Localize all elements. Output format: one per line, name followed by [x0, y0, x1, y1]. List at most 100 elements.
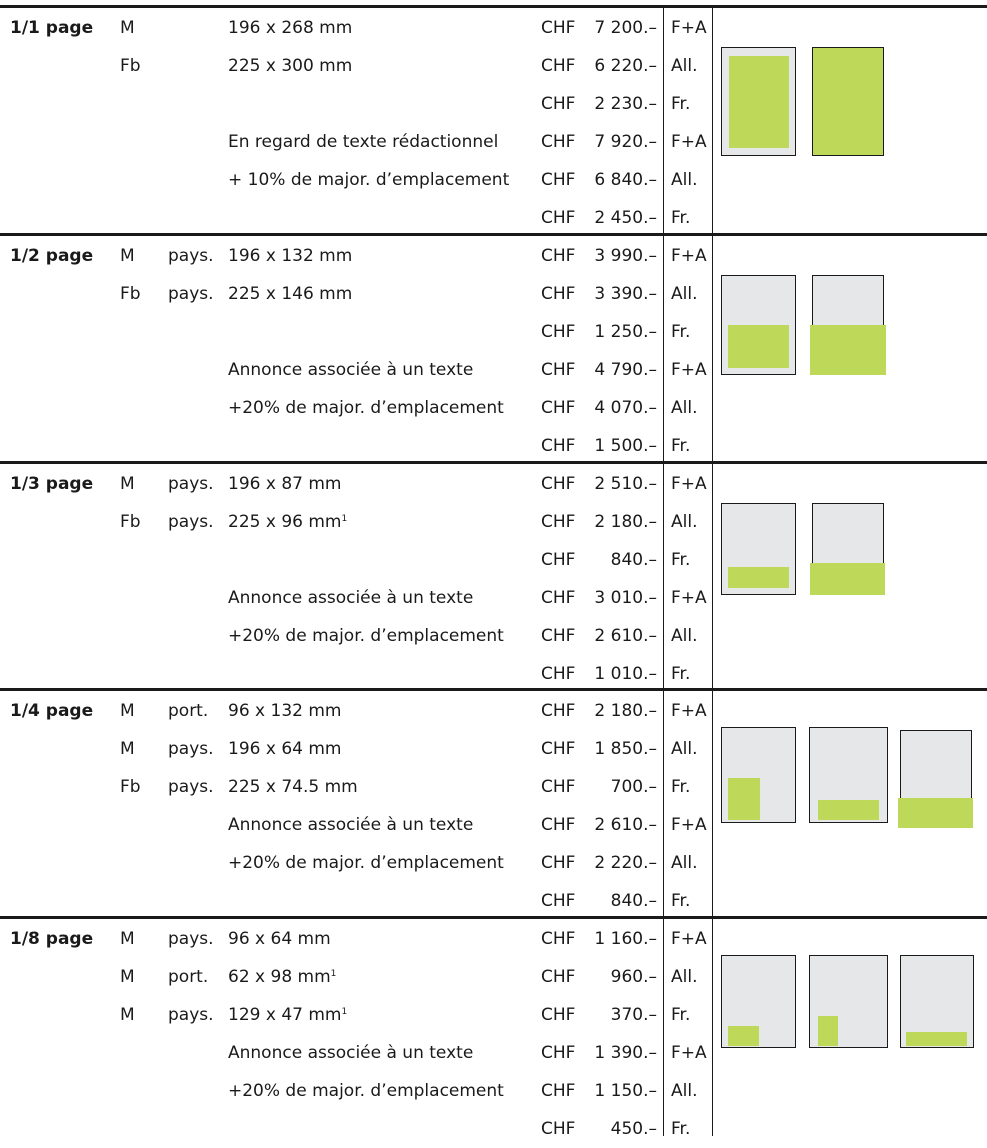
currency: CHF: [541, 208, 576, 228]
currency: CHF: [541, 322, 576, 342]
format-text: + 10% de major. d’emplacement: [228, 170, 510, 190]
language-edition: All.: [671, 284, 698, 304]
price: 960.–: [610, 967, 657, 987]
format-description: 196 x 64 mm: [228, 730, 341, 768]
currency: CHF: [541, 246, 576, 266]
format-description: +20% de major. d’emplacement: [228, 1072, 504, 1110]
ad-size-label: 1/4 page: [10, 701, 94, 721]
language-edition: Fr.: [671, 436, 691, 456]
price: 1 160.–: [594, 929, 657, 949]
format-text: +20% de major. d’emplacement: [228, 853, 504, 873]
language-edition: F+A: [671, 132, 707, 152]
format-description: 225 x 74.5 mm: [228, 768, 358, 806]
section-rule: [0, 461, 987, 464]
language-edition: F+A: [671, 929, 707, 949]
format-description: 196 x 87 mm: [228, 465, 341, 503]
language-edition: All.: [671, 967, 698, 987]
ad-area: [906, 1032, 967, 1046]
price: 1 150.–: [594, 1081, 657, 1101]
ad-area: [812, 47, 884, 156]
ad-area: [818, 800, 879, 820]
publication-code: Fb: [120, 777, 141, 797]
language-edition: All.: [671, 626, 698, 646]
language-edition: Fr.: [671, 891, 691, 911]
rate-row: Fb 225 x 300 mm CHF 6 220.– All.: [0, 47, 987, 85]
format-text: 96 x 132 mm: [228, 701, 342, 721]
format-text: 96 x 64 mm: [228, 929, 331, 949]
orientation: pays.: [168, 512, 214, 532]
currency: CHF: [541, 626, 576, 646]
ad-size-label: 1/1 page: [10, 18, 94, 38]
format-text: 225 x 146 mm: [228, 284, 353, 304]
ad-size-label: 1/8 page: [10, 929, 94, 949]
orientation: pays.: [168, 474, 214, 494]
language-edition: All.: [671, 398, 698, 418]
publication-code: M: [120, 967, 135, 987]
rate-row: Fb pays. 225 x 96 mm1 CHF 2 180.– All.: [0, 503, 987, 541]
format-description: 96 x 64 mm: [228, 920, 331, 958]
currency: CHF: [541, 967, 576, 987]
currency: CHF: [541, 777, 576, 797]
currency: CHF: [541, 170, 576, 190]
publication-code: M: [120, 246, 135, 266]
language-edition: F+A: [671, 588, 707, 608]
footnote-mark: 1: [341, 1007, 348, 1017]
format-description: 96 x 132 mm: [228, 692, 341, 730]
price: 6 840.–: [594, 170, 657, 190]
price: 840.–: [610, 891, 657, 911]
language-edition: All.: [671, 739, 698, 759]
language-edition: F+A: [671, 474, 707, 494]
language-edition: All.: [671, 56, 698, 76]
ad-area: [728, 1026, 759, 1046]
format-text: 225 x 74.5 mm: [228, 777, 358, 797]
price: 2 180.–: [594, 512, 657, 532]
rate-row: CHF 1 500.– Fr.: [0, 427, 987, 465]
rate-row: Annonce associée à un texte CHF 4 790.– F+A: [0, 351, 987, 389]
format-text: +20% de major. d’emplacement: [228, 398, 504, 418]
language-edition: All.: [671, 1081, 698, 1101]
orientation: pays.: [168, 739, 214, 759]
page-thumbnail: [812, 47, 884, 156]
price: 700.–: [610, 777, 657, 797]
rate-row: +20% de major. d’emplacement CHF 1 150.– Al…: [0, 1072, 987, 1110]
currency: CHF: [541, 664, 576, 684]
format-description: En regard de texte rédactionnel: [228, 123, 498, 161]
publication-code: M: [120, 739, 135, 759]
price: 2 230.–: [594, 94, 657, 114]
currency: CHF: [541, 94, 576, 114]
format-text: Annonce associée à un texte: [228, 815, 474, 835]
language-edition: Fr.: [671, 322, 691, 342]
ad-area: [728, 567, 789, 588]
currency: CHF: [541, 360, 576, 380]
ad-size-section: 1/1 page M 196 x 268 mm CHF 7 200.– F+A Fb 225 …: [0, 7, 987, 235]
format-description: Annonce associée à un texte: [228, 806, 473, 844]
format-description: + 10% de major. d’emplacement: [228, 161, 509, 199]
language-edition: Fr.: [671, 94, 691, 114]
rate-row: Annonce associée à un texte CHF 3 010.– F+A: [0, 579, 987, 617]
price: 3 390.–: [594, 284, 657, 304]
rate-row: CHF 2 450.– Fr.: [0, 199, 987, 237]
ad-area: [818, 1016, 838, 1046]
rate-row: 1/1 page M 196 x 268 mm CHF 7 200.– F+A: [0, 9, 987, 47]
price: 370.–: [610, 1005, 657, 1025]
format-text: En regard de texte rédactionnel: [228, 132, 499, 152]
rate-row: CHF 840.– Fr.: [0, 882, 987, 920]
currency: CHF: [541, 474, 576, 494]
format-text: Annonce associée à un texte: [228, 1043, 474, 1063]
publication-code: Fb: [120, 512, 141, 532]
orientation: port.: [168, 701, 209, 721]
orientation: pays.: [168, 246, 214, 266]
format-description: 129 x 47 mm1: [228, 996, 347, 1034]
rate-row: En regard de texte rédactionnel CHF 7 920.…: [0, 123, 987, 161]
language-edition: Fr.: [671, 208, 691, 228]
rate-row: + 10% de major. d’emplacement CHF 6 840.– A…: [0, 161, 987, 199]
currency: CHF: [541, 1043, 576, 1063]
price: 1 850.–: [594, 739, 657, 759]
format-description: Annonce associée à un texte: [228, 351, 473, 389]
